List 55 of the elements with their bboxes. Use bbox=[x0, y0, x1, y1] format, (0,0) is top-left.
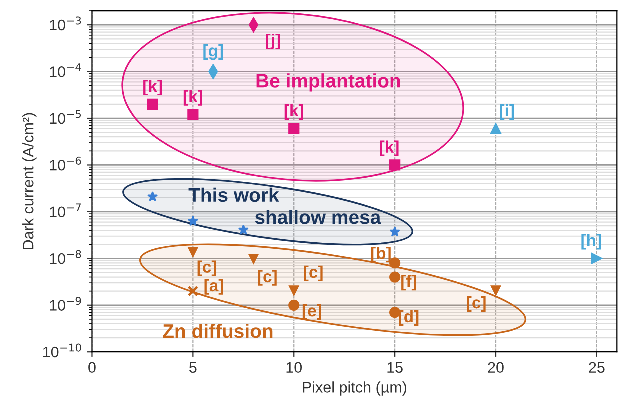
annotation: [c] bbox=[467, 296, 486, 312]
y-tick-label: 10$^{−6}$ bbox=[50, 156, 82, 171]
annotation: Zn diffusion bbox=[163, 324, 273, 338]
annotation: [k] bbox=[144, 80, 162, 96]
annotation: [k] bbox=[284, 104, 304, 120]
annotation: [e] bbox=[302, 304, 322, 320]
annotation: [g] bbox=[204, 44, 224, 60]
annotation: This work bbox=[188, 188, 280, 202]
point bbox=[390, 160, 401, 171]
point bbox=[591, 253, 603, 264]
annotation: [k] bbox=[184, 90, 202, 106]
x-axis-title: Pixel pitch (µm) bbox=[303, 382, 407, 396]
annotation: [c] bbox=[198, 260, 216, 276]
point bbox=[491, 286, 501, 296]
point bbox=[390, 226, 400, 237]
point bbox=[188, 286, 199, 297]
point bbox=[490, 123, 502, 134]
point bbox=[288, 300, 300, 311]
annotation: [c] bbox=[304, 266, 323, 282]
point bbox=[390, 272, 401, 283]
annotation: [c] bbox=[258, 270, 277, 286]
point bbox=[390, 258, 401, 269]
y-axis-title: Dark current (A/cm²) bbox=[22, 113, 37, 250]
annotation: [j] bbox=[266, 34, 280, 50]
point bbox=[249, 254, 258, 264]
y-tick-label: 10$^{−5}$ bbox=[50, 110, 82, 124]
annotation: [i] bbox=[500, 104, 514, 120]
point bbox=[147, 191, 158, 202]
annotation: [a] bbox=[204, 279, 224, 295]
point bbox=[288, 123, 300, 134]
point bbox=[188, 247, 198, 257]
annotation: [k] bbox=[380, 140, 399, 156]
y-tick-label: 10$^{−3}$ bbox=[50, 16, 82, 31]
y-tick-label: 10$^{−4}$ bbox=[50, 64, 82, 78]
y-tick-label: 10$^{−10}$ bbox=[43, 344, 82, 358]
x-tick-label: 0 bbox=[88, 362, 96, 374]
x-tick-label: 5 bbox=[190, 362, 197, 374]
y-tick-label: 10$^{−9}$ bbox=[50, 297, 82, 311]
annotation: [h] bbox=[582, 234, 602, 250]
annotation: shallow mesa bbox=[255, 210, 382, 224]
annotation: [f] bbox=[402, 275, 416, 291]
x-tick-label: 10 bbox=[286, 362, 302, 374]
y-tick-label: 10$^{−8}$ bbox=[50, 250, 82, 264]
x-tick-label: 25 bbox=[589, 362, 605, 374]
point bbox=[147, 98, 158, 110]
annotation: [b] bbox=[371, 247, 391, 263]
point bbox=[188, 109, 199, 120]
y-tick-label: 10$^{−7}$ bbox=[50, 204, 82, 218]
point bbox=[289, 286, 299, 296]
annotation: Be implantation bbox=[256, 74, 400, 92]
point bbox=[238, 224, 249, 235]
annotation: [d] bbox=[399, 310, 419, 326]
x-tick-label: 20 bbox=[488, 362, 504, 374]
x-tick-label: 15 bbox=[388, 362, 403, 374]
point bbox=[188, 216, 198, 226]
